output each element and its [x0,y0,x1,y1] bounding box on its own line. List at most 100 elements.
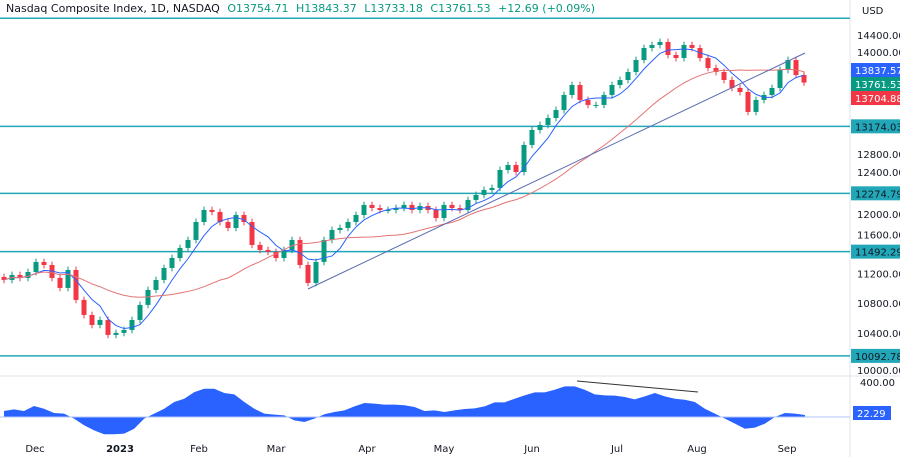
candle-body [521,144,527,173]
candle-body [321,239,327,262]
price-tag-label: 13761.53 [855,80,900,91]
candle-body [777,70,783,88]
level-price-label: 10092.78 [855,352,900,363]
ohlc-high: H13843.37 [296,2,357,15]
candle-body [177,247,183,258]
candle-body [601,94,607,105]
level-price-label: 13174.03 [855,122,900,133]
candle-body [609,84,615,95]
candle-body [201,210,207,222]
price-tag [851,91,900,105]
ohlc-change: +12.69 (+0.09%) [498,2,596,15]
candle-body [273,251,279,258]
level-price-tag [851,119,900,134]
level-price-label: 11492.29 [855,248,900,259]
candle-body [801,75,807,83]
oscillator-value-tag [853,406,891,420]
oscillator-value-label: 22.29 [857,409,886,420]
candle-body [649,44,655,48]
candle-body [561,94,567,111]
candle-body [529,129,535,145]
candle-body [33,261,39,272]
candle-body [89,314,95,325]
candle-body [537,124,543,130]
price-tag [851,63,900,77]
candle-body [385,210,391,212]
candle-body [305,264,311,283]
ohlc-open: O13754.71 [227,2,289,15]
candle-body [265,249,271,252]
candle-body [137,304,143,320]
candle-body [441,204,447,218]
divergence-line [576,380,699,393]
price-tag [851,77,900,91]
candle-body [465,199,471,211]
candle-body [753,99,759,112]
x-tick-label: Sep [778,444,797,455]
ohlc-low: L13733.18 [364,2,423,15]
y-tick-label: 10000.00 [857,366,900,377]
candle-body [361,204,367,215]
y-tick-label: 11200.00 [857,269,900,280]
candle-body [545,117,551,125]
candle-body [225,221,231,228]
candle-body [257,244,263,250]
candle-body [185,239,191,248]
candle-body [1,276,7,280]
candle-body [769,87,775,95]
candle-body [241,214,247,222]
candle-body [489,187,495,190]
x-tick-label: Mar [267,444,287,455]
y-tick-label: 14000.00 [857,48,900,59]
candle-body [745,91,751,112]
candle-body [41,261,47,265]
candle-body [329,229,335,240]
candle-body [705,58,711,69]
candle-body [401,204,407,208]
candle-body [193,221,199,240]
candle-body [17,274,23,278]
candle-body [345,221,351,228]
candle-body [577,84,583,100]
candle-body [393,207,399,211]
candle-body [513,165,519,173]
candle-body [673,54,679,59]
x-tick-label: Jun [523,444,540,455]
x-tick-label: Feb [190,444,208,455]
y-tick-label: 12000.00 [857,210,900,221]
candle-body [457,207,463,211]
candle-body [377,207,383,211]
candle-body [25,271,31,278]
x-tick-label: Aug [687,444,707,455]
candle-body [569,84,575,95]
x-tick-label: 2023 [106,444,134,455]
candle-body [113,332,119,335]
candle-body [593,104,599,106]
candle-body [473,194,479,200]
y-tick-label: 11600.00 [857,231,900,242]
y-tick-label: 14400.00 [857,31,900,42]
candle-body [505,165,511,170]
candle-body [161,267,167,280]
candle-body [57,277,63,288]
level-price-tag [851,244,900,259]
candle-body [313,261,319,283]
level-price-tag [851,186,900,201]
candle-body [689,44,695,48]
x-tick-label: May [434,444,455,455]
candle-body [633,60,639,73]
candle-body [625,72,631,80]
candle-body [121,329,127,333]
level-price-label: 12274.79 [855,189,900,200]
price-tag-label: 13837.57 [855,66,900,77]
candle-body [449,204,455,208]
y-tick-label: 10400.00 [857,329,900,340]
y-tick-label: 10800.00 [857,299,900,310]
candle-body [737,87,743,92]
candle-body [481,189,487,195]
candle-body [409,204,415,211]
candle-body [681,44,687,59]
candle-body [793,60,799,76]
candle-body [249,221,255,245]
